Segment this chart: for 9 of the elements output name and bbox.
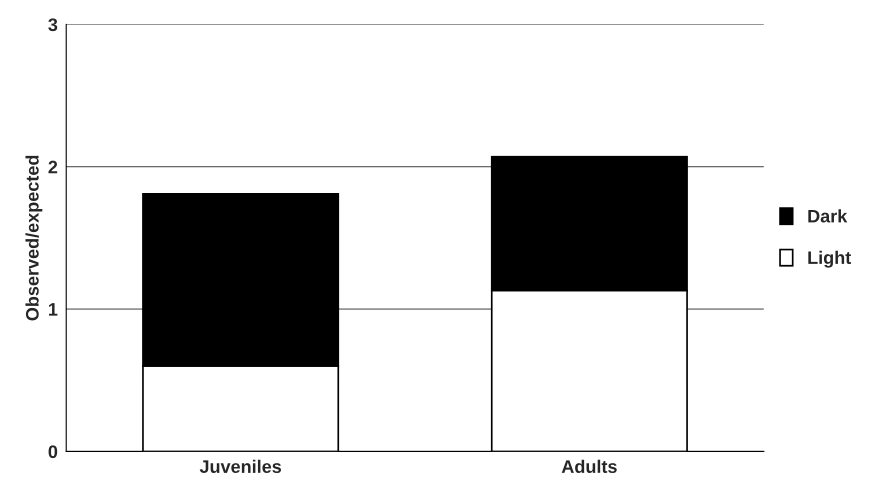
y-tick-label: 1 [48,303,58,316]
y-tick-label: 3 [48,18,58,32]
y-tick-label: 2 [48,160,58,174]
x-tick-label: Juveniles [200,460,282,473]
legend-label: Dark [808,209,848,223]
y-axis-title: Observed/expected [25,156,42,320]
x-tick-label: Adults [562,460,617,473]
y-tick-label: 0 [48,445,58,458]
legend-label: Light [808,250,852,268]
